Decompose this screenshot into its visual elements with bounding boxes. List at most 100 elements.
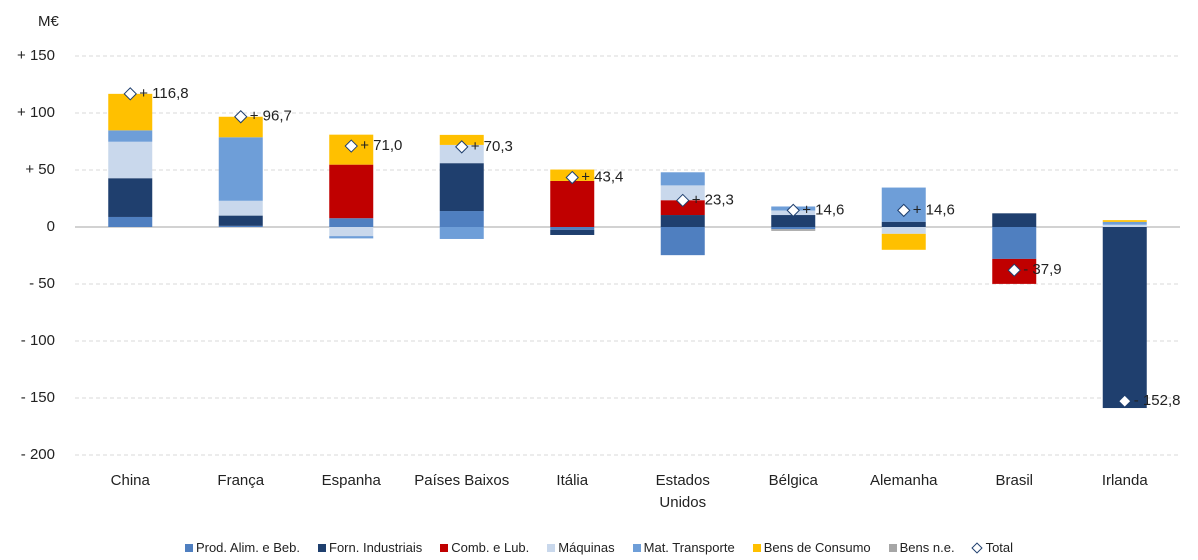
bar-segment (108, 216, 153, 227)
bar-segment (329, 164, 374, 219)
legend-label: Total (985, 540, 1014, 555)
bar-segment (771, 215, 816, 227)
total-marker (676, 193, 690, 208)
x-tick-label: Brasil (995, 472, 1033, 489)
total-marker (786, 203, 800, 218)
bar-segment (992, 227, 1037, 259)
legend-item: Bens n.e. (888, 540, 955, 555)
bar-segment (550, 180, 595, 227)
bar-segment (660, 215, 705, 227)
bar-segment (881, 227, 926, 234)
bar-segment (218, 225, 263, 227)
legend-item: Mat. Transporte (632, 540, 735, 555)
total-label: + 116,8 (139, 85, 188, 102)
legend-label: Prod. Alim. e Beb. (195, 540, 301, 555)
legend-swatch (547, 544, 556, 552)
legend-label: Forn. Industriais (329, 540, 423, 555)
legend-label: Bens n.e. (899, 540, 955, 555)
x-tick-label: Espanha (321, 472, 381, 489)
bar-segment (1102, 220, 1147, 222)
legend-label: Máquinas (558, 540, 615, 555)
bar-segment (660, 200, 705, 216)
bar-segment (771, 227, 816, 230)
total-marker (234, 110, 248, 124)
bar-segment (881, 221, 926, 227)
legend-swatch (888, 544, 897, 552)
total-label: + 70,3 (471, 138, 513, 155)
legend-swatch (752, 544, 761, 552)
legend-item: Comb. e Lub. (440, 540, 529, 555)
bar-segment (329, 227, 374, 237)
total-label: + 71,0 (360, 137, 402, 154)
bar-segment (771, 229, 816, 231)
total-label: + 43,4 (581, 168, 623, 185)
bar-segment (108, 178, 153, 217)
legend-label: Bens de Consumo (763, 540, 871, 555)
y-tick-label: - 100 (21, 332, 55, 349)
total-label: + 14,6 (802, 201, 844, 218)
bar-segment (1102, 221, 1147, 225)
legend-item: Máquinas (547, 540, 615, 555)
bar-segment (329, 218, 374, 227)
x-tick-label: Alemanha (869, 472, 938, 489)
bar-segment (108, 141, 153, 179)
bar-segment (439, 144, 484, 164)
total-marker (344, 139, 358, 153)
x-tick-label: Bélgica (768, 472, 818, 489)
x-tick-label: China (110, 472, 150, 489)
legend-label: Comb. e Lub. (451, 540, 530, 555)
total-label: + 96,7 (250, 108, 292, 125)
y-tick-label: - 200 (21, 446, 55, 463)
total-marker (1007, 263, 1021, 277)
bar-segment (218, 137, 263, 201)
x-tick-label: Países Baixos (414, 472, 510, 489)
bar-segment (550, 229, 595, 235)
legend: Prod. Alim. e Beb. Forn. Industriais Comb.… (0, 540, 1198, 555)
bar-segment (218, 200, 263, 216)
legend-item: Total (970, 540, 1014, 555)
legend-item: Forn. Industriais (318, 540, 422, 555)
bar-segment (439, 227, 484, 239)
total-label: - 37,9 (1023, 261, 1061, 278)
y-unit: M€ (38, 13, 59, 30)
bar-segment (108, 130, 153, 142)
bar-segment (550, 227, 595, 230)
total-marker (1118, 394, 1132, 408)
bar-segment (439, 134, 484, 145)
y-tick-label: + 50 (25, 161, 55, 178)
bar-segment (660, 227, 705, 256)
bar-segment (439, 211, 484, 227)
legend-swatch (970, 542, 983, 554)
bar-segment (329, 236, 374, 239)
legend-swatch (632, 544, 641, 552)
total-label: + 23,3 (692, 191, 734, 208)
total-marker (123, 87, 137, 101)
legend-swatch (184, 544, 193, 552)
total-marker (897, 203, 911, 218)
bar-segment (660, 172, 705, 186)
x-tick-label: França (217, 472, 265, 489)
total-label: + 14,6 (913, 201, 955, 218)
bar-segment (881, 233, 926, 250)
bar-segment (1102, 227, 1147, 409)
x-tick-label: Itália (556, 472, 589, 489)
y-tick-label: - 50 (29, 275, 55, 292)
total-marker (565, 170, 579, 185)
bar-segment (1102, 224, 1147, 227)
chart: M€ + 150 + 100 + 50 0 - 50 - 100 - 150 - 200 + 1… (17, 13, 1181, 463)
y-tick-label: - 150 (21, 389, 55, 406)
bar-segment (218, 116, 263, 138)
bar-segment (439, 163, 484, 212)
legend-label: Mat. Transporte (643, 540, 735, 555)
x-tick-label: Estados Unidos (655, 472, 710, 511)
legend-item: Prod. Alim. e Beb. (184, 540, 301, 555)
bar-segment (992, 213, 1037, 227)
y-tick-label: + 150 (17, 47, 55, 64)
legend-swatch (440, 544, 449, 552)
legend-swatch (318, 544, 327, 552)
y-tick-label: 0 (47, 218, 55, 235)
legend-item: Bens de Consumo (752, 540, 871, 555)
total-label: - 152,8 (1134, 392, 1181, 409)
x-tick-label: Irlanda (1101, 472, 1148, 489)
